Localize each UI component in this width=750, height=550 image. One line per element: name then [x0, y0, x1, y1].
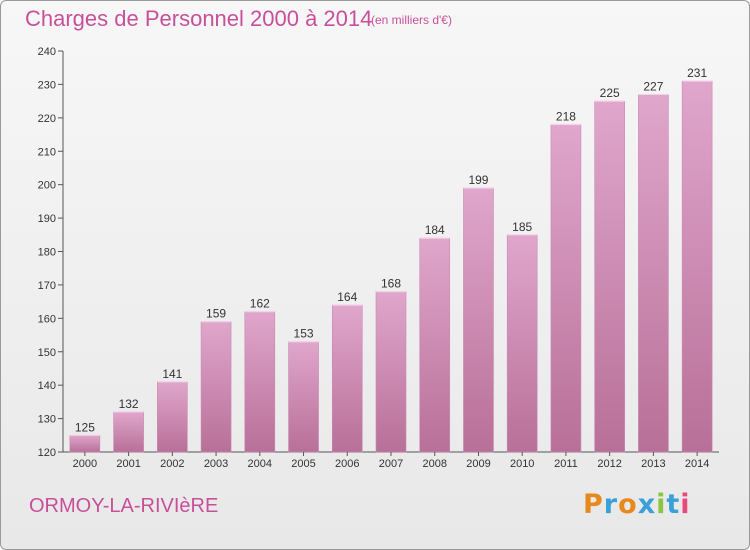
chart-subtitle: (en milliers d'€) — [371, 13, 452, 27]
bar-value-label: 184 — [425, 223, 445, 237]
brand-letter: o — [618, 489, 638, 520]
bar-value-label: 185 — [512, 220, 532, 234]
y-tick-label: 180 — [38, 247, 56, 259]
bar-value-label: 227 — [643, 79, 663, 93]
bar — [375, 291, 407, 453]
x-tick-label: 2010 — [510, 458, 534, 470]
bar — [331, 304, 363, 453]
y-tick-label: 130 — [38, 414, 56, 426]
bar — [200, 321, 232, 453]
x-tick-label: 2007 — [379, 458, 403, 470]
bar — [463, 187, 494, 453]
brand-letter: t — [666, 489, 681, 520]
y-tick-label: 160 — [38, 313, 56, 325]
x-tick-label: 2014 — [685, 458, 709, 470]
y-tick-label: 190 — [38, 213, 56, 225]
plot-area: 120 130 140 150 160 170 180 190 200 210 220 230 240 1… — [38, 46, 719, 470]
chart-title: Charges de Personnel 2000 à 2014 — [25, 6, 373, 31]
x-tick-label: 2003 — [204, 458, 228, 470]
x-tick-label: 2004 — [248, 458, 272, 470]
y-tick-label: 120 — [38, 447, 56, 459]
bar-value-label: 141 — [162, 367, 182, 381]
bar-value-label: 159 — [206, 307, 226, 321]
x-tick-label: 2006 — [335, 458, 359, 470]
y-tick-label: 140 — [38, 380, 56, 392]
bar-value-label: 132 — [119, 397, 139, 411]
bar — [638, 94, 669, 453]
x-tick-label: 2001 — [116, 458, 140, 470]
y-tick-label: 170 — [38, 280, 56, 292]
y-tick-label: 220 — [38, 113, 56, 125]
x-tick-label: 2011 — [554, 458, 578, 470]
bar-value-label: 168 — [381, 277, 401, 291]
x-tick-label: 2009 — [466, 458, 490, 470]
brand-letter: P — [583, 489, 604, 520]
brand-letter: i — [680, 489, 691, 520]
city-name: ORMOY-LA-RIVIèRE — [29, 495, 219, 517]
bar-value-label: 231 — [687, 66, 707, 80]
bar-value-label: 125 — [75, 420, 95, 434]
x-tick-label: 2002 — [160, 458, 184, 470]
x-tick-label: 2008 — [422, 458, 446, 470]
bar-value-label: 225 — [600, 86, 620, 100]
bar — [594, 100, 625, 453]
bar-value-label: 199 — [468, 173, 488, 187]
bar-value-label: 218 — [556, 110, 576, 124]
x-tick-label: 2012 — [597, 458, 621, 470]
bar — [113, 411, 144, 453]
brand-letter: r — [603, 489, 619, 520]
bar — [506, 234, 538, 453]
y-tick-label: 210 — [38, 146, 56, 158]
bar — [288, 341, 319, 453]
x-tick-label: 2000 — [73, 458, 97, 470]
brand-letter: i — [656, 489, 667, 520]
bar-value-label: 153 — [294, 327, 314, 341]
x-tick-label: 2013 — [641, 458, 665, 470]
bar-value-label: 162 — [250, 297, 270, 311]
bar — [69, 434, 101, 453]
brand-logo: Proxiti — [583, 489, 691, 520]
y-tick-label: 200 — [38, 180, 56, 192]
y-tick-label: 230 — [38, 79, 56, 91]
bar — [419, 237, 451, 453]
bar — [550, 124, 582, 453]
y-tick-label: 240 — [38, 46, 56, 58]
y-tick-label: 150 — [38, 347, 56, 359]
bar-value-label: 164 — [337, 290, 357, 304]
bar — [681, 80, 713, 453]
brand-letter: x — [637, 489, 657, 520]
x-tick-label: 2005 — [291, 458, 315, 470]
bar — [244, 311, 276, 453]
bar — [157, 381, 188, 453]
